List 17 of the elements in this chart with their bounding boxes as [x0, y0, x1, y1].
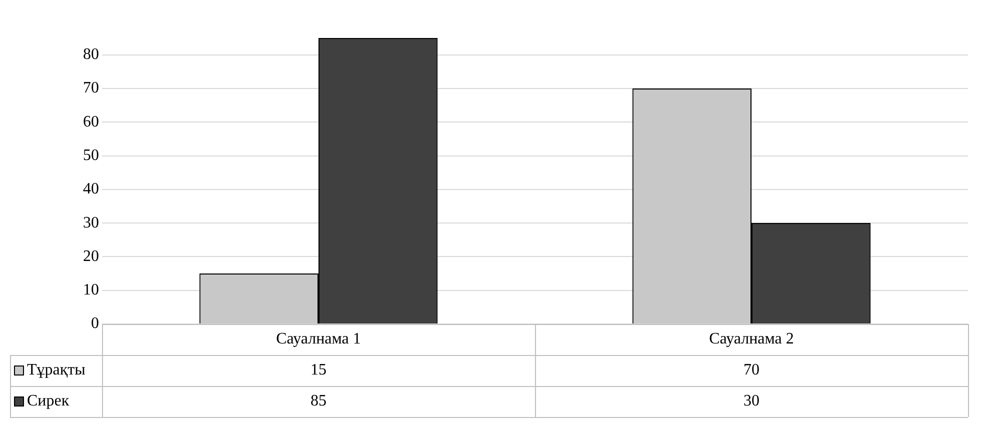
y-tick-label: 30: [83, 214, 99, 232]
y-tick-label: 70: [83, 80, 99, 97]
data-label: 30: [744, 392, 760, 410]
legend-label: Тұрақты: [27, 362, 86, 379]
y-tick-label: 40: [83, 180, 99, 198]
x-tick-label: Сауалнама 1: [276, 330, 361, 348]
y-tick-label: 20: [83, 248, 99, 265]
data-label: 15: [310, 362, 326, 379]
y-tick-label: 10: [83, 282, 99, 299]
data-label: 70: [744, 362, 760, 379]
legend-label: Сирек: [27, 392, 70, 410]
y-tick-label: 60: [83, 113, 99, 130]
y-tick-label: 50: [83, 146, 99, 164]
x-tick-label: Сауалнама 2: [709, 330, 794, 348]
data-label: 85: [310, 392, 326, 410]
y-tick-label: 80: [83, 46, 99, 64]
y-tick-label: 0: [91, 315, 99, 332]
